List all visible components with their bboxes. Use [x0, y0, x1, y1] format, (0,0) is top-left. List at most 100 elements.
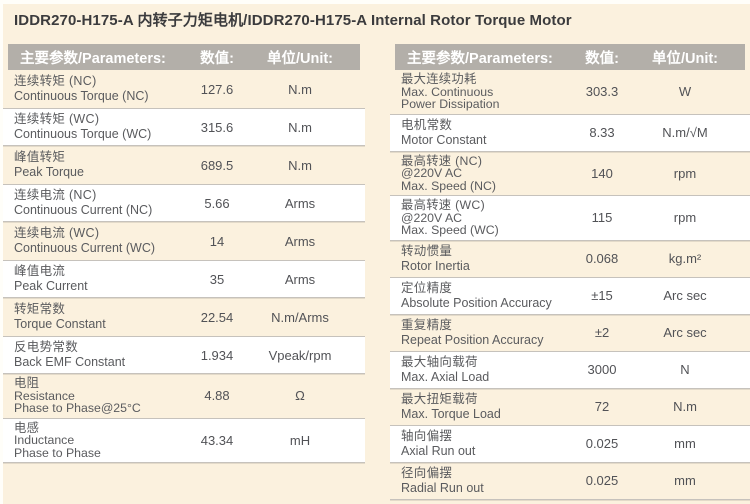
param-value: 5.66 — [204, 195, 230, 211]
table-row-torque-constant: 转矩常数 Torque Constant 22.54 N.m/Arms — [8, 298, 360, 336]
param-value: 8.33 — [589, 125, 615, 140]
table-row-peak-torque: 峰值转矩 Peak Torque 689.5 N.m — [8, 146, 360, 184]
param-value: 22.54 — [200, 309, 234, 325]
table-row-peak-current: 峰值电流 Peak Current 35 Arms — [3, 260, 365, 298]
table-row-motor-constant: 电机常数 Motor Constant 8.33 N.m/√M — [390, 113, 750, 152]
param-value: 315.6 — [200, 119, 234, 135]
param-unit: Arms — [284, 233, 316, 249]
param-label-zh: 最高转速 (NC) — [401, 153, 483, 168]
param-label-en: Torque Constant — [14, 317, 106, 331]
param-label-en2: Max. Speed (NC) — [401, 178, 496, 193]
param-label: 最大连续功耗 Max. Continuous Power Dissipation — [395, 73, 557, 111]
param-label-zh: 重复精度 — [401, 317, 453, 332]
param-label: 转矩常数 Torque Constant — [8, 302, 172, 332]
param-label-en: Radial Run out — [401, 480, 484, 495]
table-row-max-speed-nc: 最高转速 (NC) @220V AC Max. Speed (NC) 140 r… — [395, 152, 745, 196]
param-label: 最大扭矩载荷 Max. Torque Load — [395, 392, 557, 422]
param-label: 反电势常数 Back EMF Constant — [8, 340, 172, 370]
param-unit: N.m/√M — [662, 125, 708, 140]
param-label: 电机常数 Motor Constant — [395, 118, 557, 148]
param-value: 72 — [594, 399, 610, 414]
param-unit: mm — [674, 436, 696, 451]
param-label: 连续转矩 (NC) Continuous Torque (NC) — [8, 74, 172, 104]
param-label-en: Back EMF Constant — [14, 355, 126, 369]
param-label-zh: 峰值转矩 — [14, 150, 66, 164]
param-label-en: @220V AC — [401, 166, 463, 180]
table-row-continuous-torque-wc: 连续转矩 (WC) Continuous Torque (WC) 315.6 N… — [3, 108, 365, 146]
param-value: 115 — [591, 210, 613, 226]
param-label: 电阻 Resistance Phase to Phase@25°C — [8, 377, 172, 415]
param-unit: mm — [674, 473, 696, 488]
table-row-repeat-position-accuracy: 重复精度 Repeat Position Accuracy ±2 Arc sec — [395, 315, 745, 351]
param-value: 127.6 — [200, 81, 234, 97]
param-label-en: Max. Continuous — [401, 84, 494, 99]
table-row-axial-run-out: 轴向偏摆 Axial Run out 0.025 mm — [390, 424, 750, 463]
param-label-en2: Phase to Phase — [14, 445, 101, 460]
param-value: 689.5 — [200, 157, 234, 173]
table-row-inductance: 电感 Inductance Phase to Phase 43.34 mH — [3, 417, 365, 463]
param-label: 电感 Inductance Phase to Phase — [8, 421, 172, 460]
param-label-en: Axial Run out — [401, 443, 476, 458]
param-unit: W — [678, 84, 692, 100]
param-value: 0.025 — [585, 436, 619, 451]
header-value-label: 数值: — [200, 50, 234, 67]
param-unit: N — [680, 362, 690, 377]
param-label-en: @220V AC — [401, 210, 463, 225]
param-value: 43.34 — [200, 432, 234, 448]
param-label-zh: 最大连续功耗 — [401, 72, 477, 86]
table-row-max-speed-wc: 最高转速 (WC) @220V AC Max. Speed (WC) 115 r… — [390, 195, 750, 241]
table-row-back-emf-constant: 反电势常数 Back EMF Constant 1.934 Vpeak/rpm — [3, 336, 365, 374]
param-label: 最大轴向载荷 Max. Axial Load — [395, 355, 557, 385]
param-label: 最高转速 (WC) @220V AC Max. Speed (WC) — [395, 199, 557, 237]
param-unit: N.m — [673, 399, 697, 414]
param-unit: rpm — [673, 210, 697, 226]
param-unit: N.m — [288, 81, 312, 97]
table-bottom-divider — [390, 498, 750, 500]
table-row-continuous-torque-nc: 连续转矩 (NC) Continuous Torque (NC) 127.6 N… — [8, 70, 360, 108]
table-row-rotor-inertia: 转动惯量 Rotor Inertia 0.068 kg.m² — [395, 241, 745, 277]
param-label: 径向偏摆 Radial Run out — [395, 466, 557, 496]
left-table-header: 主要参数/Parameters: 数值: 单位/Unit: — [8, 44, 360, 70]
param-label-en: Rotor Inertia — [401, 258, 470, 273]
param-value: 0.068 — [585, 251, 619, 266]
param-label-en: Inductance — [14, 433, 75, 447]
param-label-en: Continuous Current (NC) — [14, 203, 153, 217]
header-parameters-label: 主要参数/Parameters: — [20, 50, 166, 67]
left-parameters-table: 主要参数/Parameters: 数值: 单位/Unit: 连续转矩 (NC) … — [3, 44, 365, 463]
right-parameters-table: 主要参数/Parameters: 数值: 单位/Unit: 最大连续功耗 Max… — [390, 44, 750, 500]
header-unit-label: 单位/Unit: — [651, 50, 719, 67]
param-label-zh: 转矩常数 — [14, 302, 66, 316]
param-label-zh: 电阻 — [14, 376, 40, 390]
param-label-en2: Power Dissipation — [401, 97, 500, 111]
param-label-zh: 最大扭矩载荷 — [401, 391, 478, 406]
table-row-continuous-current-nc: 连续电流 (NC) Continuous Current (NC) 5.66 A… — [3, 184, 365, 222]
param-label: 峰值电流 Peak Current — [8, 264, 172, 294]
param-label-zh: 连续转矩 (WC) — [14, 112, 100, 126]
header-parameters-label: 主要参数/Parameters: — [407, 50, 553, 67]
header-unit-label: 单位/Unit: — [266, 50, 334, 67]
param-label-zh: 电机常数 — [401, 117, 453, 132]
param-label: 轴向偏摆 Axial Run out — [395, 429, 557, 459]
param-unit: Arms — [284, 195, 316, 211]
page-edge-top — [0, 0, 750, 4]
param-label: 转动惯量 Rotor Inertia — [395, 244, 557, 274]
param-label-en: Continuous Current (WC) — [14, 241, 156, 255]
param-label-en: Peak Torque — [14, 165, 84, 179]
param-value: 140 — [591, 165, 613, 181]
param-label-zh: 反电势常数 — [14, 340, 79, 354]
table-row-resistance: 电阻 Resistance Phase to Phase@25°C 4.88 Ω — [8, 374, 360, 418]
param-label-zh: 径向偏摆 — [401, 465, 453, 480]
param-unit: N.m/Arms — [271, 309, 329, 325]
param-label-zh: 峰值电流 — [14, 264, 66, 278]
param-label-zh: 连续电流 (WC) — [14, 226, 100, 240]
param-label-en: Max. Axial Load — [401, 369, 490, 384]
param-value: 35 — [209, 271, 225, 287]
param-value: 4.88 — [204, 388, 230, 404]
page-title: IDDR270-H175-A 内转子力矩电机/IDDR270-H175-A In… — [14, 12, 572, 29]
param-unit: mH — [289, 432, 311, 448]
param-label-zh: 最高转速 (WC) — [401, 198, 485, 212]
table-row-max-continuous-power-dissipation: 最大连续功耗 Max. Continuous Power Dissipation… — [395, 70, 745, 114]
param-label-zh: 连续电流 (NC) — [14, 188, 97, 202]
param-label-en: Resistance — [14, 388, 75, 403]
param-unit: Arc sec — [663, 325, 707, 340]
